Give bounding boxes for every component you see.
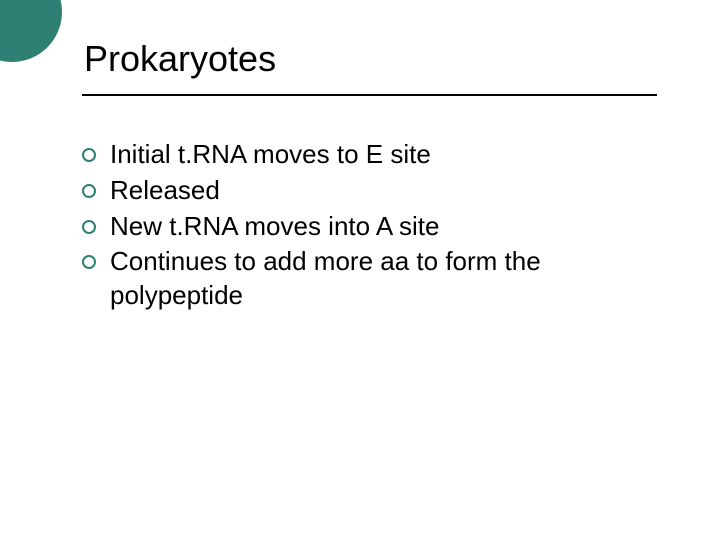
bullet-icon [82,148,96,162]
list-item: Initial t.RNA moves to E site [82,138,662,172]
slide-body: Initial t.RNA moves to E site Released N… [82,138,662,315]
bullet-text: Released [110,174,220,208]
title-underline [82,94,657,96]
list-item: New t.RNA moves into A site [82,210,662,244]
slide-title: Prokaryotes [84,38,276,80]
bullet-icon [82,184,96,198]
bullet-text: Initial t.RNA moves to E site [110,138,431,172]
bullet-icon [82,255,96,269]
list-item: Continues to add more aa to form the pol… [82,245,662,313]
list-item: Released [82,174,662,208]
corner-accent-circle [0,0,62,62]
slide-container: Prokaryotes Initial t.RNA moves to E sit… [0,0,720,540]
bullet-text: Continues to add more aa to form the pol… [110,245,662,313]
bullet-icon [82,220,96,234]
bullet-text: New t.RNA moves into A site [110,210,439,244]
